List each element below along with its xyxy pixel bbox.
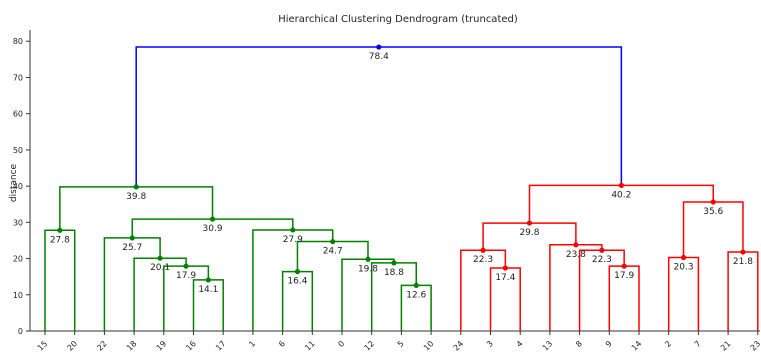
dendrogram-link [135, 46, 623, 187]
x-tick-label: 4 [515, 339, 525, 349]
x-tick-label: 15 [36, 339, 50, 353]
x-tick-label: 11 [303, 339, 317, 353]
distance-label: 19.8 [358, 264, 378, 274]
y-tick-label: 50 [13, 146, 23, 155]
merge-point [209, 216, 216, 222]
distance-label: 29.8 [519, 228, 539, 238]
merge-point [365, 256, 371, 262]
x-tick-label: 13 [541, 339, 555, 353]
x-tick-label: 18 [125, 339, 139, 353]
distance-label: 39.8 [126, 192, 146, 202]
x-tick-label: 10 [422, 339, 436, 353]
merge-point [680, 254, 687, 261]
distance-label: 20.3 [674, 262, 694, 272]
merge-point [391, 260, 397, 266]
y-ticks: 0 10 20 30 40 50 60 70 80 [13, 37, 30, 336]
chart-title: Hierarchical Clustering Dendrogram (trun… [278, 14, 518, 25]
merge-point [480, 247, 486, 253]
distance-label: 20.1 [150, 263, 170, 273]
x-tick-label: 24 [452, 339, 466, 353]
x-tick-label: 0 [336, 339, 346, 349]
distance-label: 16.4 [287, 277, 307, 287]
y-tick-label: 60 [13, 110, 23, 119]
x-tick-label: 21 [719, 339, 733, 353]
merge-point [526, 220, 533, 226]
distance-label: 24.7 [323, 247, 343, 257]
merge-point [618, 182, 624, 188]
distance-label: 30.9 [203, 224, 223, 234]
x-tick-label: 22 [95, 339, 109, 353]
merge-point [183, 263, 189, 269]
distance-label: 27.9 [283, 235, 303, 245]
distance-label: 23.8 [566, 250, 586, 260]
merge-point [502, 265, 508, 271]
x-tick-label: 5 [396, 339, 406, 349]
x-tick-label: 9 [604, 339, 614, 349]
distance-label: 40.2 [611, 190, 631, 200]
distance-label: 14.1 [198, 285, 218, 295]
x-tick-label: 3 [485, 339, 495, 349]
x-tick-label: 20 [66, 339, 80, 353]
distance-label: 22.3 [473, 255, 493, 265]
x-tick-label: 2 [663, 339, 673, 349]
merge-point [573, 242, 579, 248]
y-tick-label: 0 [18, 327, 23, 336]
dendrogram-links [44, 46, 759, 331]
merge-point [133, 184, 139, 190]
x-tick-label: 14 [630, 339, 644, 353]
y-tick-label: 20 [13, 255, 23, 264]
y-tick-label: 10 [13, 291, 23, 300]
y-tick-label: 40 [13, 182, 23, 191]
distance-label: 25.7 [122, 243, 142, 253]
merge-point [710, 199, 716, 205]
distance-label: 18.8 [384, 268, 404, 278]
merge-point [294, 269, 301, 275]
merge-point [413, 282, 419, 288]
distance-label: 35.6 [703, 207, 723, 217]
distance-label: 17.9 [176, 271, 196, 281]
distance-label: 27.8 [50, 235, 70, 245]
distance-label: 12.6 [406, 290, 426, 300]
merge-point [330, 238, 336, 245]
merge-point [157, 255, 163, 261]
distance-label: 17.9 [614, 271, 634, 281]
merge-point [57, 227, 63, 233]
dendrogram-link [44, 229, 76, 331]
merge-point [621, 263, 627, 269]
x-tick-label: 19 [155, 339, 169, 353]
x-tick-label: 1 [247, 339, 257, 349]
x-ticks: 15 20 22 18 19 16 17 1 6 11 0 12 5 10 24 3 4 13 8 9 14 2 7 21 23 [36, 331, 761, 353]
y-tick-label: 70 [13, 73, 23, 82]
merge-nodes: 27.814.117.920.125.716.412.618.819.824.7… [50, 44, 753, 300]
y-tick-label: 80 [13, 37, 23, 46]
distance-label: 78.4 [369, 52, 389, 62]
merge-point [290, 227, 296, 233]
x-tick-label: 6 [277, 339, 287, 349]
x-tick-label: 23 [749, 339, 761, 353]
merge-point [129, 235, 135, 241]
distance-label: 21.8 [733, 257, 753, 267]
y-tick-label: 30 [13, 218, 23, 227]
y-axis-label: distance [9, 163, 19, 202]
merge-point [205, 277, 211, 283]
distance-label: 22.3 [592, 255, 612, 265]
distance-label: 17.4 [495, 273, 515, 283]
x-tick-label: 8 [574, 339, 584, 349]
x-tick-label: 16 [184, 339, 198, 353]
x-tick-label: 7 [693, 339, 703, 349]
x-tick-label: 12 [363, 339, 377, 353]
x-tick-label: 17 [214, 339, 228, 353]
merge-point [376, 44, 382, 50]
merge-point [740, 249, 746, 255]
merge-point [599, 247, 605, 253]
